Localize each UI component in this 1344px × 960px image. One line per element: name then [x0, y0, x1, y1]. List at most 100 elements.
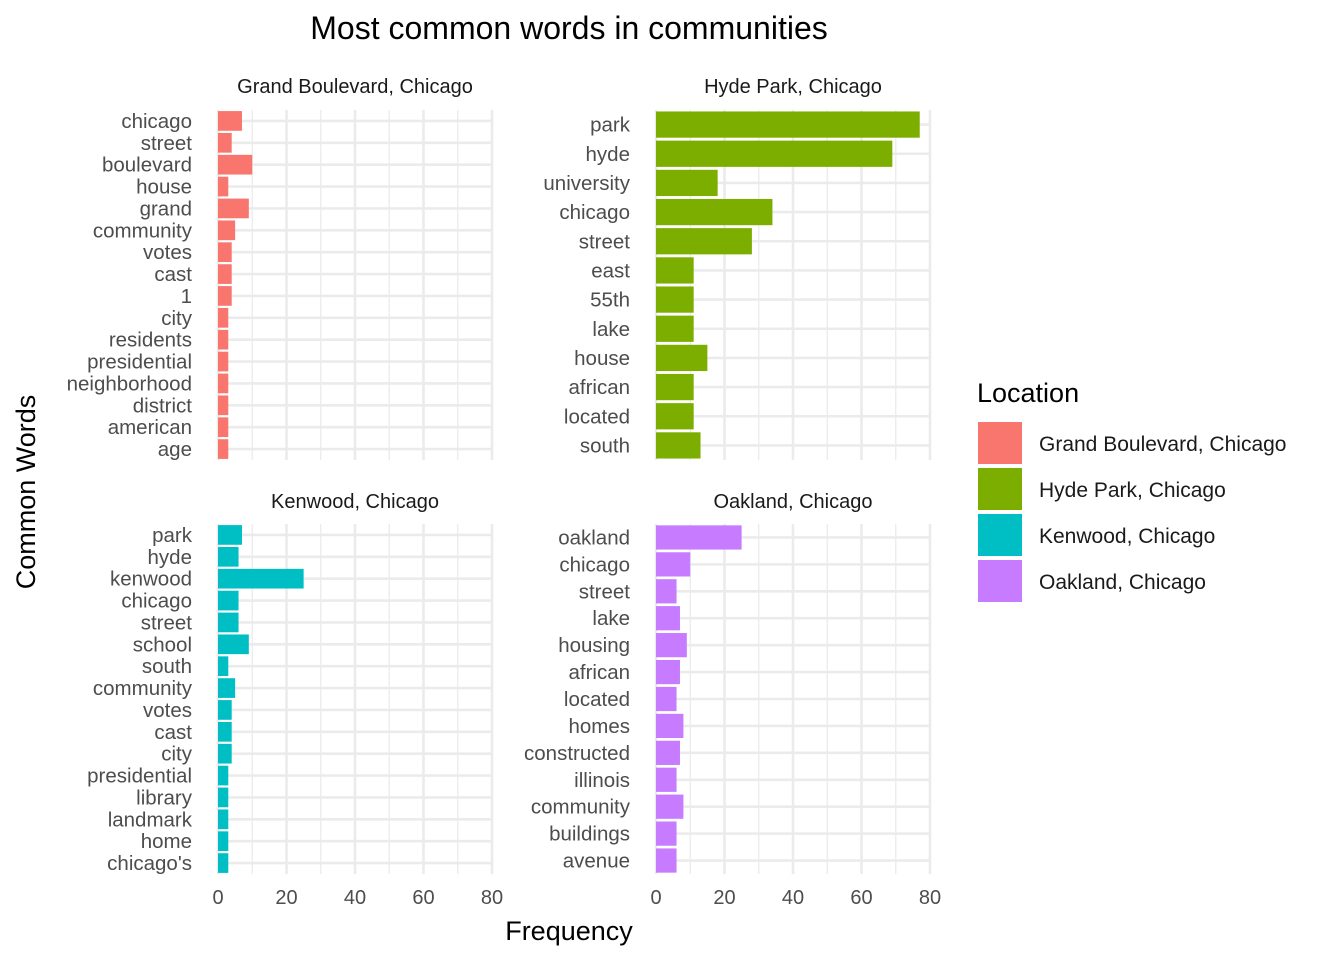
category-label: park [152, 524, 193, 547]
bar-house [218, 176, 229, 197]
category-label: district [133, 394, 193, 417]
category-label: presidential [87, 765, 192, 788]
category-label: grand [140, 197, 192, 220]
bar-african [656, 659, 680, 685]
x-tick-label: 0 [650, 887, 661, 909]
category-label: hyde [148, 546, 192, 569]
x-tick-label: 60 [850, 887, 872, 909]
x-tick-label: 40 [782, 887, 804, 909]
panel-oakland-chicago: oakland chicago street lake housing african lo… [524, 491, 941, 909]
category-label: south [580, 434, 630, 457]
legend-label: Hyde Park, Chicago [1039, 479, 1226, 502]
panel-grand-boulevard-chicago: chicagostreetboulevardhousegrandcommunit… [67, 76, 494, 461]
bar-house [656, 344, 708, 372]
category-label: south [142, 655, 192, 678]
bar-votes [218, 700, 232, 720]
bar-55th [656, 286, 694, 313]
legend-key-grand-boulevard-chicago [978, 422, 1022, 464]
category-label: located [564, 405, 630, 428]
panel-kenwood-chicago: parkhydekenwoodchicagostreetschoolsouthc… [87, 491, 503, 909]
category-label: avenue [563, 850, 630, 873]
legend-key-hyde-park-chicago [978, 468, 1022, 510]
category-label: cast [154, 263, 192, 286]
bar-school [218, 634, 249, 655]
category-label: residents [109, 329, 192, 352]
bar-park [656, 111, 920, 138]
legend-key-kenwood-chicago [978, 514, 1022, 556]
category-label: landmark [108, 808, 193, 831]
category-label: school [133, 633, 192, 656]
legend-key-oakland-chicago [978, 560, 1022, 602]
bar-american [218, 417, 229, 438]
bar-kenwood [218, 568, 304, 589]
bar-cast [218, 264, 232, 284]
bar-homes [656, 713, 684, 739]
legend-label: Kenwood, Chicago [1039, 525, 1215, 548]
bar-hyde [218, 546, 239, 567]
bar-constructed [656, 740, 680, 765]
category-label: housing [558, 634, 630, 657]
facet-label: Hyde Park, Chicago [704, 76, 882, 98]
bar-street [656, 579, 677, 604]
chart-title: Most common words in communities [310, 10, 827, 46]
bar-street [218, 612, 239, 633]
bar-residents [218, 329, 229, 350]
bar-votes [218, 242, 232, 263]
bar-housing [656, 633, 687, 658]
category-label: lake [592, 318, 630, 341]
bar-boulevard [218, 154, 253, 175]
bar-located [656, 403, 694, 430]
category-label: house [574, 347, 630, 370]
category-label: chicago [121, 590, 192, 613]
bar-south [656, 432, 701, 459]
x-tick-label: 60 [412, 887, 434, 909]
bar-age [218, 439, 229, 459]
bar-chicago-s [218, 853, 229, 873]
category-label: street [141, 611, 193, 634]
category-label: african [568, 661, 630, 684]
bar-south [218, 656, 229, 677]
bar-buildings [656, 821, 677, 846]
category-label: oakland [558, 526, 630, 549]
bar-located [656, 686, 677, 712]
category-label: 1 [181, 285, 192, 308]
category-label: boulevard [102, 154, 192, 177]
category-label: chicago's [107, 852, 192, 875]
category-label: community [531, 796, 631, 819]
category-label: lake [592, 607, 630, 630]
y-axis-title: Common Words [11, 395, 41, 590]
bar-landmark [218, 809, 229, 830]
bar-library [218, 787, 229, 808]
x-tick-label: 40 [344, 887, 366, 909]
category-label: constructed [524, 742, 630, 765]
category-label: community [93, 677, 193, 700]
category-label: university [543, 172, 630, 195]
panel-hyde-park-chicago: park hyde university chicago street east 55th l… [543, 76, 932, 460]
category-label: presidential [87, 351, 192, 374]
category-label: house [136, 176, 192, 199]
bar-hyde [656, 140, 893, 167]
bar-chicago [218, 590, 239, 611]
bar-university [656, 169, 718, 197]
bar-chicago [656, 552, 691, 577]
bar-city [218, 743, 232, 764]
category-label: neighborhood [67, 372, 192, 395]
category-label: homes [568, 715, 630, 738]
bar-chicago [656, 198, 773, 226]
bar-neighborhood [218, 373, 229, 394]
category-label: city [161, 307, 193, 330]
category-label: american [108, 416, 192, 439]
bar-park [218, 525, 242, 545]
facet-label: Grand Boulevard, Chicago [237, 76, 473, 98]
category-label: community [93, 219, 193, 242]
category-label: park [590, 114, 631, 137]
category-label: street [579, 580, 631, 603]
category-label: street [579, 230, 631, 253]
category-label: 55th [590, 289, 630, 312]
category-label: chicago [559, 201, 630, 224]
bar-community [218, 678, 236, 698]
category-label: votes [143, 241, 192, 264]
bar-east [656, 257, 694, 284]
bar-african [656, 373, 694, 401]
bar-illinois [656, 767, 677, 792]
